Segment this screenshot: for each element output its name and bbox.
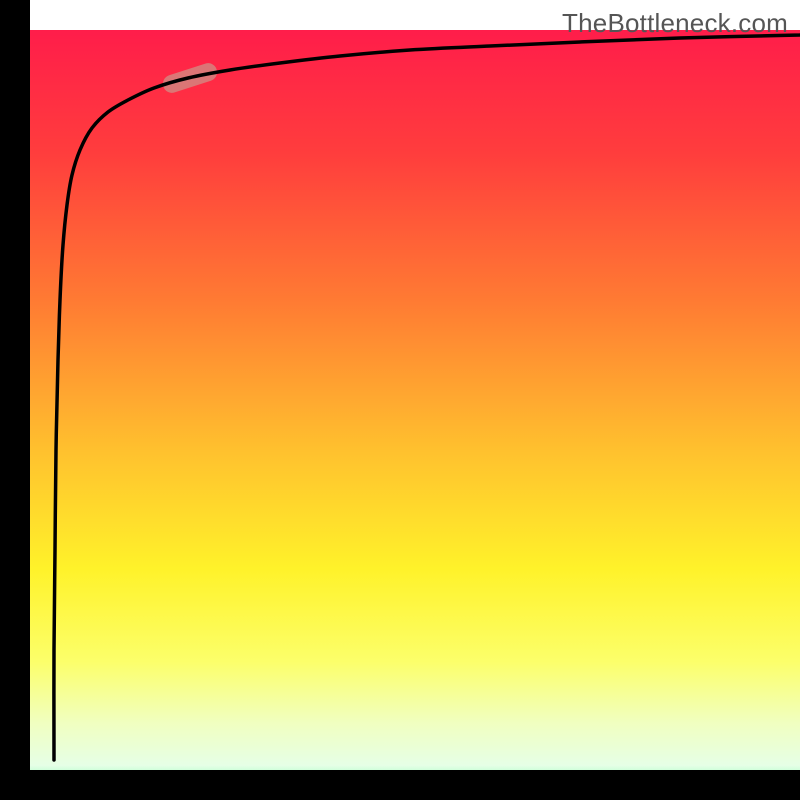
axis-border-left [0,0,30,800]
gradient-area [30,30,800,800]
bottleneck-chart: TheBottleneck.com [0,0,800,800]
plot-svg [0,0,800,800]
axis-border-bottom [0,770,800,800]
watermark-text: TheBottleneck.com [562,8,788,39]
